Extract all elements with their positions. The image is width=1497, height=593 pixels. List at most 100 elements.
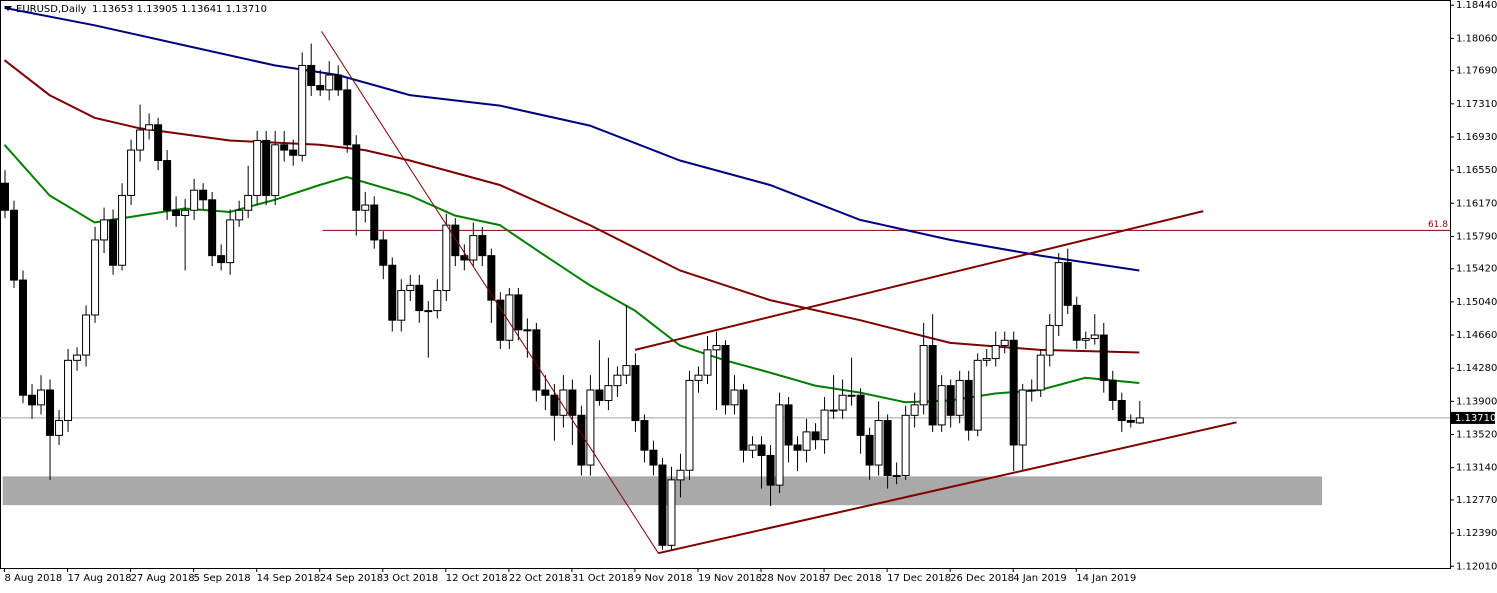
candle-body <box>406 284 415 292</box>
candle-body <box>478 235 487 257</box>
candle-body <box>559 389 568 416</box>
candle-body <box>658 464 667 546</box>
candle-body <box>1072 304 1081 341</box>
moving-average <box>3 59 1140 354</box>
candle-body <box>1000 339 1009 347</box>
candle-body <box>1126 420 1135 423</box>
last-price-box <box>1451 411 1495 424</box>
candle-body <box>469 235 478 261</box>
y-tick-label: 1.18060 <box>1456 33 1497 44</box>
candle-body <box>325 74 334 91</box>
candle-body <box>37 389 46 406</box>
candle-body <box>856 394 865 436</box>
x-tick-label: 28 Nov 2018 <box>761 573 825 584</box>
candle-body <box>316 85 325 91</box>
moving-average <box>4 6 1140 272</box>
x-tick-label: 9 Nov 2018 <box>635 573 693 584</box>
candle-body <box>568 389 577 416</box>
candle-body <box>289 149 298 156</box>
candle-body <box>190 189 199 211</box>
candle-body <box>586 389 595 466</box>
candle-body <box>1108 379 1117 401</box>
x-tick-label: 19 Nov 2018 <box>698 573 762 584</box>
x-tick-label: 14 Jan 2019 <box>1076 573 1136 584</box>
y-tick-label: 1.12770 <box>1456 495 1497 506</box>
candle-body <box>109 219 118 266</box>
candle-body <box>829 409 838 412</box>
candle-body <box>1036 354 1045 391</box>
candle-body <box>1018 389 1027 446</box>
x-tick-label: 17 Aug 2018 <box>68 573 132 584</box>
candle-body <box>541 389 550 396</box>
y-tick-label: 1.16930 <box>1456 132 1497 143</box>
x-tick-label: 22 Oct 2018 <box>509 573 571 584</box>
candle-body <box>892 475 901 478</box>
trendline <box>321 31 659 554</box>
moving-average <box>3 144 1140 404</box>
candle-body <box>127 149 136 196</box>
x-tick-label: 17 Dec 2018 <box>887 573 951 584</box>
candle-body <box>757 444 766 456</box>
candle-body <box>721 345 730 406</box>
candle-body <box>748 444 757 451</box>
candle-body <box>433 290 442 312</box>
candle-body <box>838 394 847 411</box>
candle-body <box>676 469 685 481</box>
candle-body <box>1045 324 1054 356</box>
candle-body <box>766 454 775 486</box>
candle-body <box>739 389 748 451</box>
candle-body <box>388 264 397 321</box>
x-tick-label: 5 Sep 2018 <box>194 573 251 584</box>
candle-body <box>82 314 91 356</box>
candle-body <box>379 239 388 266</box>
candle-body <box>343 89 352 146</box>
y-tick-label: 1.16550 <box>1456 165 1497 176</box>
candle-body <box>100 219 109 241</box>
candle-body <box>154 124 163 162</box>
candle-body <box>865 434 874 466</box>
candle-body <box>424 310 433 313</box>
candle-body <box>172 209 181 217</box>
candle-body <box>352 144 361 211</box>
candle-body <box>775 404 784 486</box>
y-tick-label: 1.15420 <box>1456 264 1497 275</box>
candle-body <box>136 129 145 151</box>
candle-body <box>442 224 451 292</box>
x-tick-label: 7 Dec 2018 <box>824 573 882 584</box>
y-tick-label: 1.16170 <box>1456 198 1497 209</box>
candle-body <box>523 329 532 332</box>
candle-body <box>217 255 226 264</box>
candle-body <box>280 144 289 151</box>
candle-body <box>604 385 613 401</box>
candle-body <box>64 359 73 422</box>
trendline <box>658 421 1237 555</box>
candle-body <box>244 194 253 211</box>
candle-body <box>613 374 622 387</box>
last-price-label: 1.13710 <box>1455 413 1496 424</box>
y-tick-label: 1.15790 <box>1456 231 1497 242</box>
x-tick-label: 27 Aug 2018 <box>131 573 195 584</box>
candle-body <box>874 420 883 466</box>
candle-body <box>532 329 541 391</box>
y-tick-label: 1.13520 <box>1456 430 1497 441</box>
ohlc-readout: 1.13653 1.13905 1.13641 1.13710 <box>92 4 267 15</box>
candle-body <box>334 74 343 91</box>
candle-body <box>397 290 406 321</box>
candle-body <box>667 479 676 546</box>
candle-body <box>370 204 379 241</box>
candle-body <box>145 124 154 131</box>
candle-body <box>784 404 793 446</box>
candle-body <box>1081 338 1090 341</box>
candle-body <box>703 349 712 376</box>
candle-body <box>55 420 64 436</box>
candle-body <box>1027 389 1036 392</box>
candle-body <box>307 64 316 87</box>
candle-body <box>505 294 514 341</box>
candle-body <box>811 431 820 441</box>
candle-body <box>1099 334 1108 381</box>
candle-body <box>820 409 829 441</box>
candle-body <box>964 379 973 431</box>
fib-label: 61.8 <box>1428 220 1448 230</box>
candle-body <box>181 209 190 217</box>
